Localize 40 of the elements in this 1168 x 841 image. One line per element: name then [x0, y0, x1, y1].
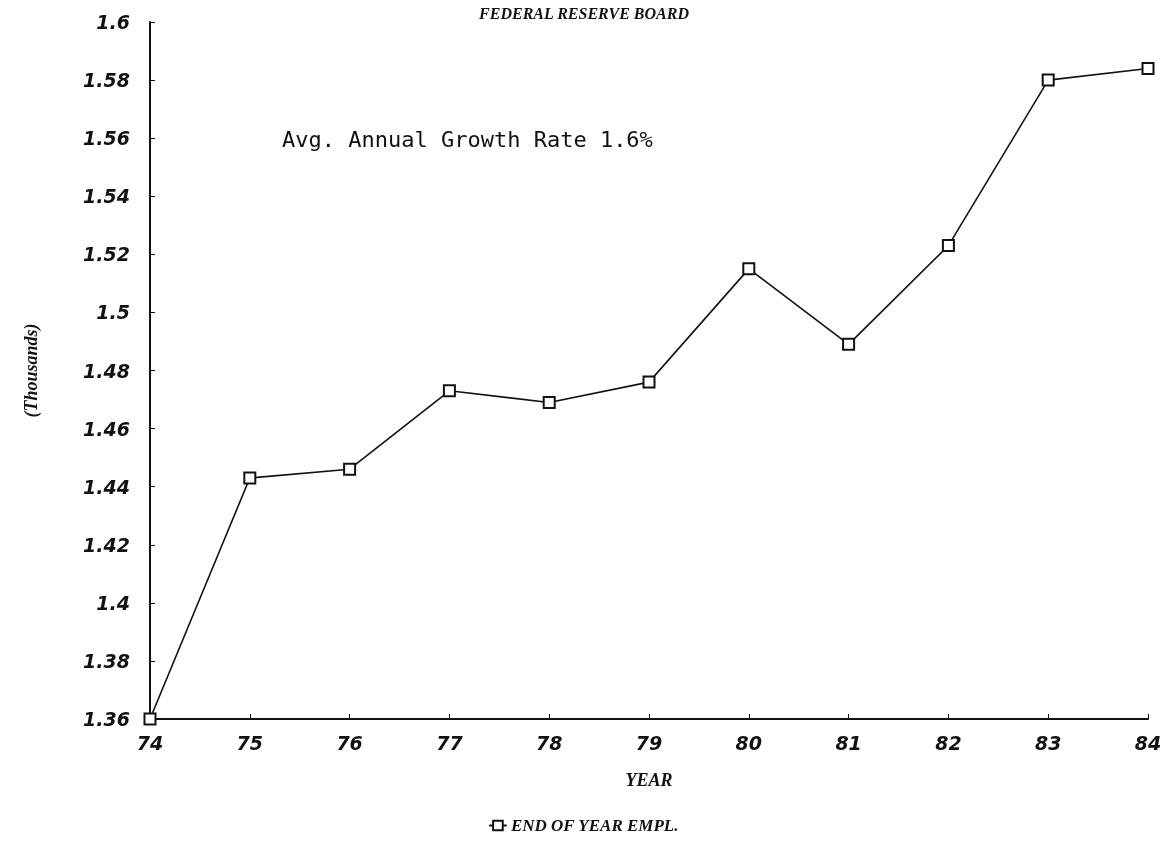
annotation: Avg. Annual Growth Rate 1.6% — [282, 126, 653, 152]
point — [1041, 73, 1055, 87]
x-tick-label: 84 — [1134, 731, 1162, 754]
x-tick-label: 78 — [535, 731, 563, 754]
legend-label: END OF YEAR EMPL. — [509, 816, 679, 835]
x-tick-label: 81 — [835, 731, 862, 754]
point — [842, 337, 856, 351]
chart-title: FEDERAL RESERVE BOARD — [478, 4, 690, 22]
y-tick-label: 1.56 — [83, 127, 130, 150]
y-tick-label: 1.36 — [83, 708, 130, 730]
point — [642, 375, 656, 389]
x-tick-label: 82 — [935, 731, 962, 754]
y-tick-label: 1.6 — [96, 11, 130, 33]
x-axis-title: YEAR — [625, 770, 673, 790]
y-tick-label: 1.42 — [83, 533, 130, 556]
point — [442, 384, 456, 398]
y-tick-label: 1.5 — [96, 301, 130, 324]
point — [243, 471, 257, 485]
point — [143, 712, 157, 726]
point — [941, 239, 955, 253]
y-tick-label: 1.46 — [83, 417, 130, 440]
y-tick-label: 1.48 — [83, 359, 130, 382]
y-tick-label: 1.58 — [83, 69, 130, 92]
y-tick-label: 1.52 — [83, 243, 130, 266]
y-tick-label: 1.44 — [83, 475, 130, 498]
x-tick-label: 76 — [336, 731, 363, 754]
point — [1141, 61, 1155, 75]
y-tick-label: 1.4 — [96, 591, 130, 614]
point — [542, 395, 556, 409]
y-tick-label: 1.54 — [83, 185, 130, 208]
x-tick-label: 83 — [1034, 731, 1062, 754]
point — [742, 262, 756, 276]
x-tick-label: 74 — [136, 731, 164, 754]
x-tick-label: 75 — [236, 731, 264, 754]
x-tick-label: 79 — [635, 731, 663, 754]
y-tick-label: 1.38 — [83, 649, 130, 672]
x-tick-label: 77 — [436, 731, 464, 754]
y-axis-title: (Thousands) — [21, 323, 42, 418]
x-tick-label: 80 — [735, 731, 763, 754]
point — [343, 462, 357, 476]
